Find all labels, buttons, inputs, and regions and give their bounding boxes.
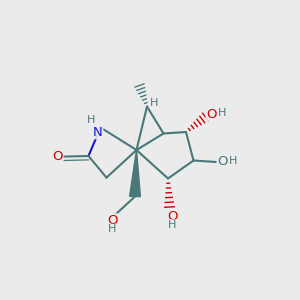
Text: H: H xyxy=(229,156,238,167)
Text: H: H xyxy=(218,107,226,118)
Text: O: O xyxy=(217,155,228,168)
Text: O: O xyxy=(206,107,217,121)
Text: O: O xyxy=(107,214,118,227)
Text: O: O xyxy=(52,150,63,163)
Text: N: N xyxy=(93,125,103,139)
Text: H: H xyxy=(168,220,177,230)
Text: H: H xyxy=(108,224,117,235)
Polygon shape xyxy=(130,150,140,197)
Text: O: O xyxy=(167,209,178,223)
Text: H: H xyxy=(87,115,96,125)
Text: H: H xyxy=(150,98,159,108)
